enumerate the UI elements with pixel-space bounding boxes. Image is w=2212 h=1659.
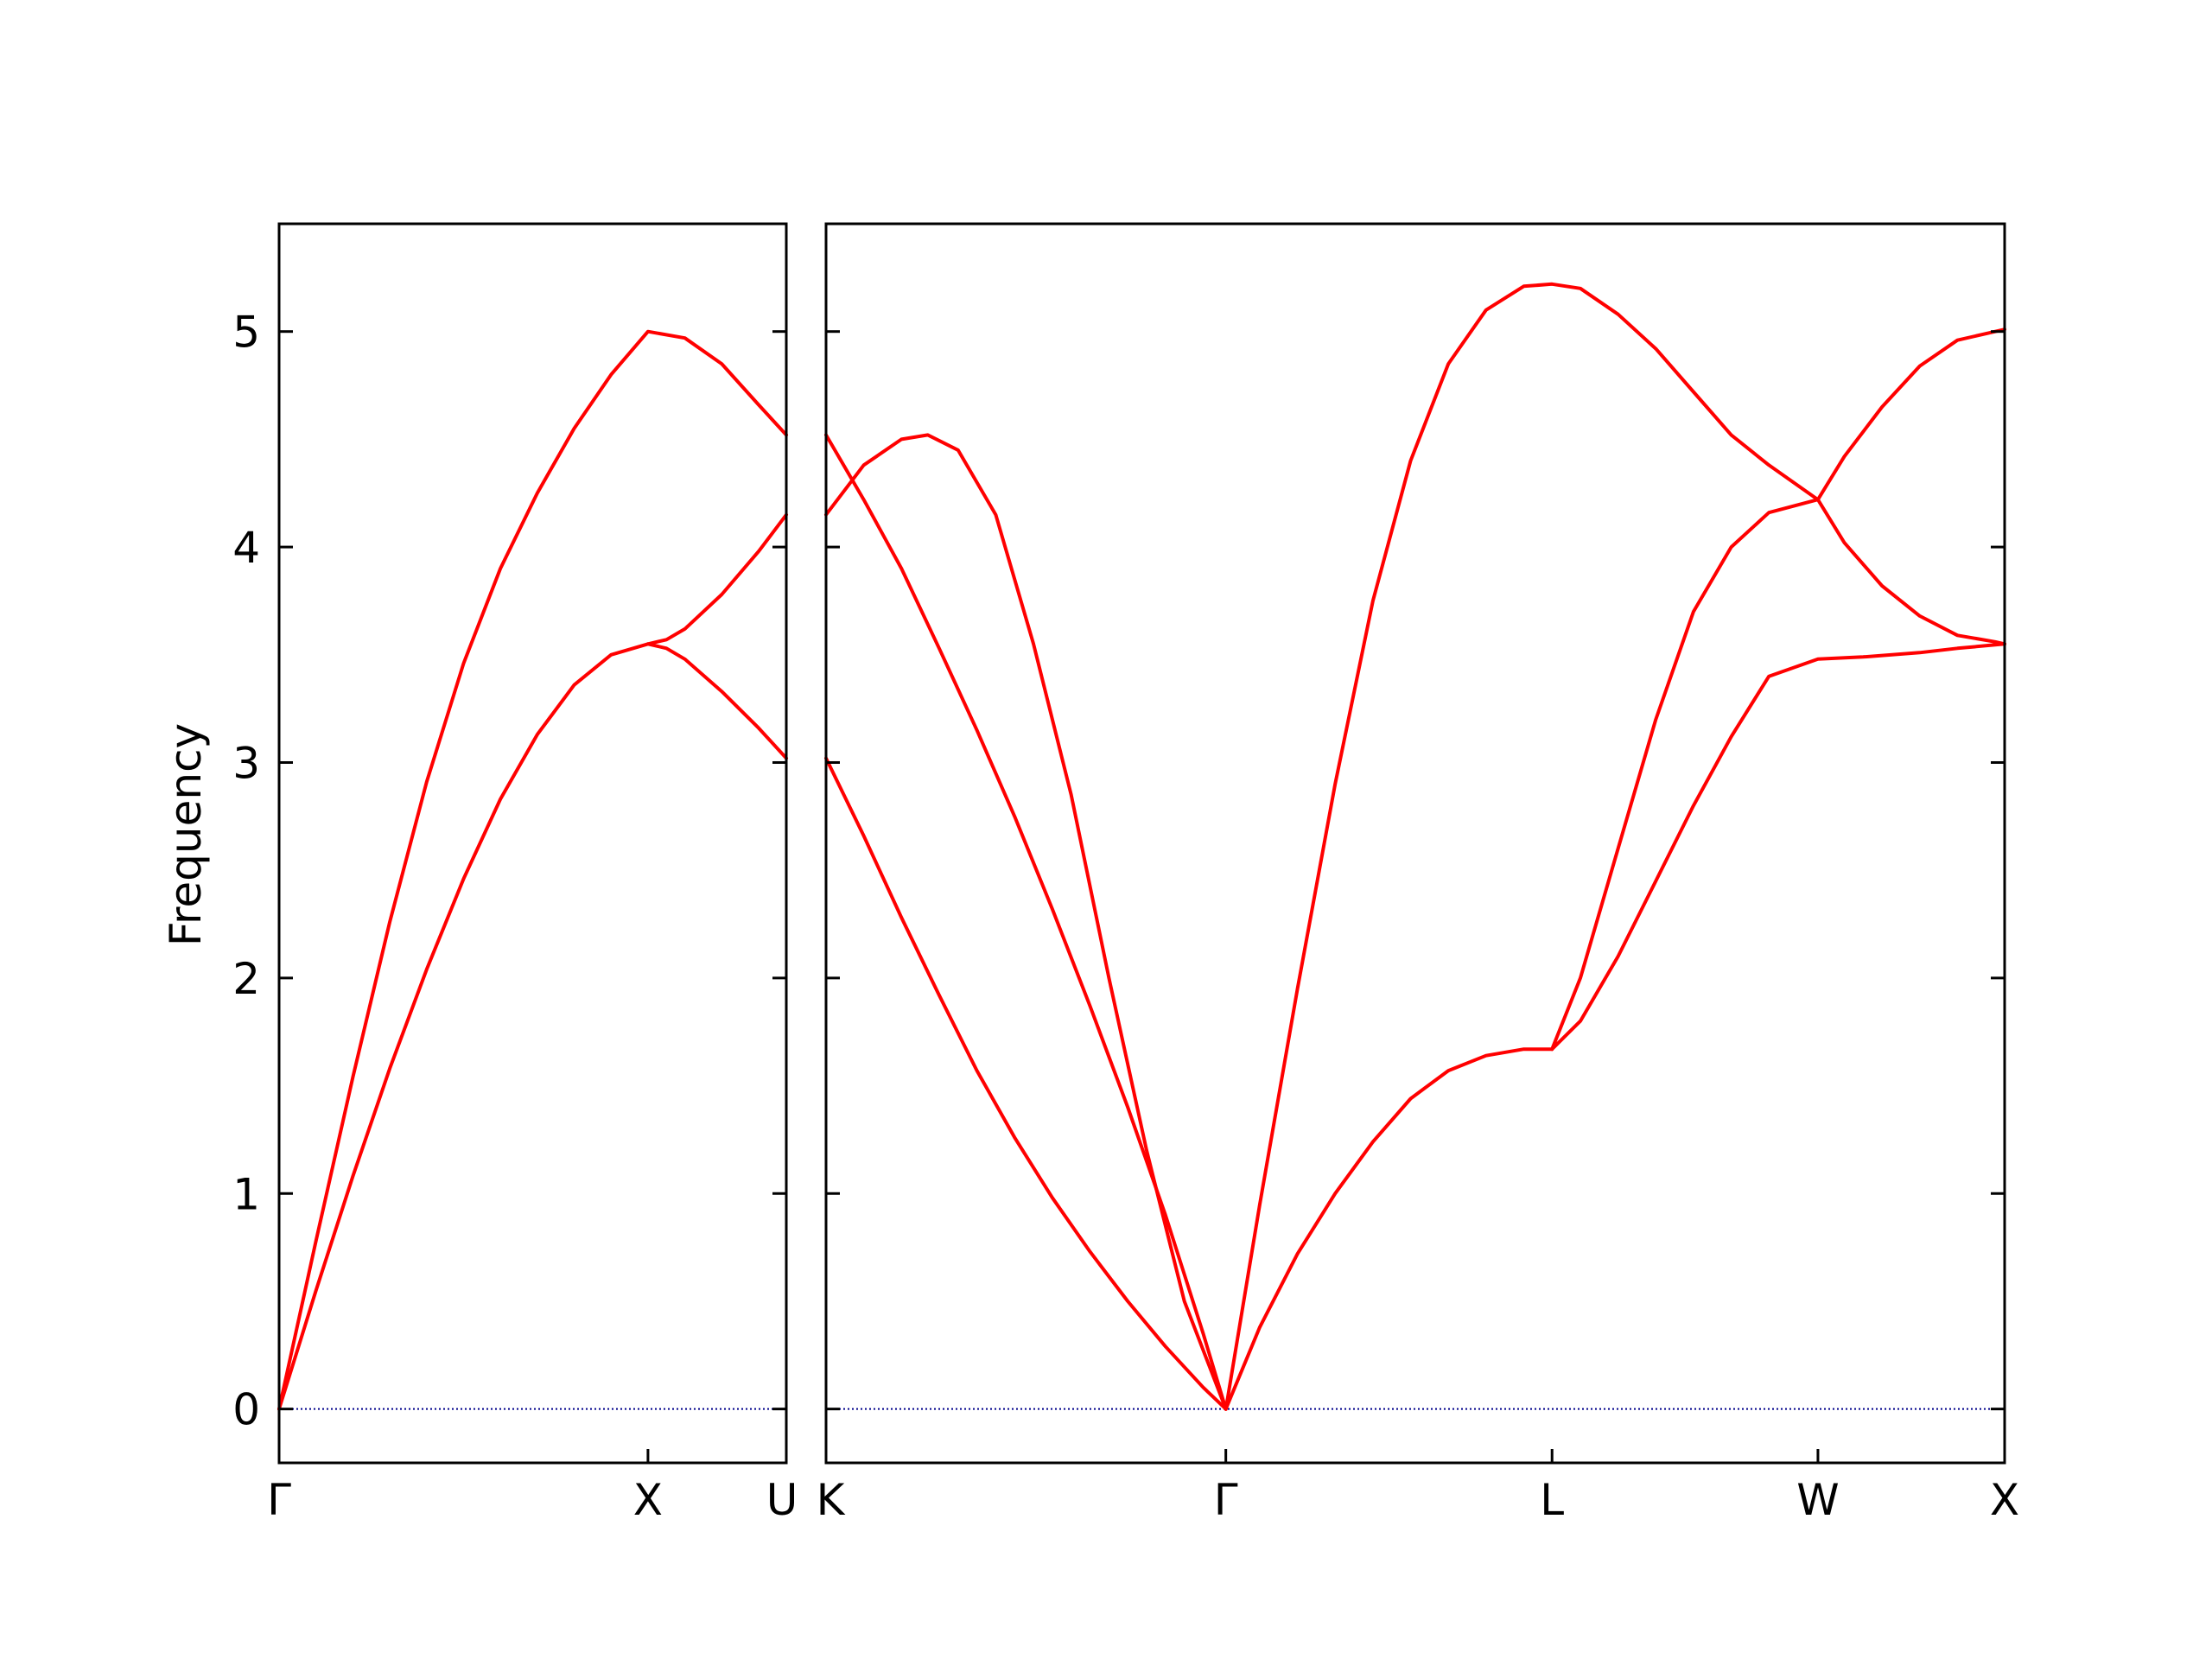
band-line-1-3 [645,642,788,760]
band-line-1-2 [277,512,788,1411]
x-tick-label: L [1540,1475,1564,1525]
band-line-2-6 [1815,498,2006,646]
y-tick-label: 1 [232,1169,260,1219]
y-tick-label: 0 [232,1385,260,1435]
band-line-2-8 [1550,498,1820,1052]
y-tick-label: 4 [232,523,260,573]
y-tick-label: 5 [232,308,260,358]
band-line-2-2 [824,433,1228,1411]
y-axis-label: Frequency [161,723,211,946]
band-line-1-1 [277,329,788,1411]
band-line-2-7 [1224,1047,1554,1411]
y-tick-labels: 0 1 2 3 4 5 [232,308,260,1435]
y-tick-label: 3 [232,738,260,788]
panel-frame [277,222,788,1465]
y-tick-label: 2 [232,954,260,1004]
band-line-2-5 [1815,327,2006,502]
x-tick-label: Γ [1214,1475,1238,1525]
band-line-2-9 [1550,642,2006,1052]
x-tick-label: U [766,1475,798,1525]
x-tick-label: Γ [267,1475,291,1525]
x-tick-label: X [1990,1475,2019,1525]
x-tick-label: K [817,1475,846,1525]
panel-frame [824,222,2006,1465]
x-tick-label: W [1796,1475,1839,1525]
band-line-2-1 [824,433,1228,1411]
band-line-2-3 [824,756,1228,1411]
x-tick-label: X [633,1475,663,1525]
band-line-2-4 [1224,282,1820,1411]
